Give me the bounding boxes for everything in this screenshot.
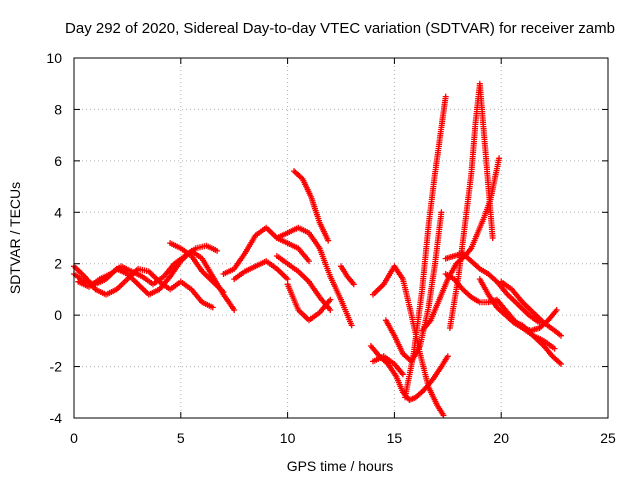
data-point [350,281,357,288]
series-track-3 [75,242,221,290]
series-track-19 [442,250,543,326]
y-tick-label: 0 [54,307,62,323]
series-track-8 [273,224,355,329]
data-point [558,332,564,339]
y-tick-label: 4 [54,204,62,220]
axis-ticks [73,57,609,419]
x-tick-label: 15 [387,430,403,446]
y-axis-label: SDTVAR / TECUs [7,182,23,294]
data-point [231,307,238,313]
x-axis-label: GPS time / hours [287,458,394,474]
data-point [220,289,227,295]
data-point [558,361,564,367]
y-tick-label: 6 [54,153,62,169]
series-track-17 [419,155,503,334]
chart-title: Day 292 of 2020, Sidereal Day-to-day VTE… [65,20,615,37]
series-track-11 [338,263,357,288]
series-track-16 [402,93,449,401]
y-tick-label: -4 [50,410,63,426]
data-point [438,209,445,216]
x-tick-label: 25 [600,430,616,446]
series-track-22 [498,278,564,339]
series-track-4 [167,240,227,295]
data-point [327,296,334,303]
data-point [440,412,447,419]
data-point [325,237,332,244]
data-point [442,93,449,100]
data-point [496,155,503,162]
series-track-14 [370,353,406,378]
data-point [209,304,216,311]
data-point [489,235,496,241]
y-tick-label: 8 [54,101,62,117]
data-point [348,322,355,329]
data-point [444,353,451,360]
series-track-10 [284,281,334,324]
series-track-7 [273,253,334,313]
x-tick-label: 0 [70,430,78,446]
series-track-23 [508,317,564,367]
data-points [71,80,564,419]
grid [74,58,608,418]
data-point [553,307,560,313]
x-tick-label: 5 [177,430,185,446]
data-point [327,307,334,313]
y-tick-label: -2 [50,359,63,375]
series-track-6 [231,258,291,283]
data-point [284,276,291,283]
y-tick-label: 2 [54,256,62,272]
data-point [399,371,406,378]
y-tick-labels: -4 -2 0 2 4 6 8 10 [46,50,62,426]
data-point [214,247,221,254]
series-track-18 [446,80,496,331]
plot-frame [73,57,609,419]
series-track-9 [291,168,332,244]
x-tick-labels: 0 5 10 15 20 25 [70,430,616,446]
x-tick-label: 10 [280,430,296,446]
data-point [551,345,558,352]
x-tick-label: 20 [493,430,509,446]
y-tick-label: 10 [46,50,62,66]
data-point [306,258,312,265]
